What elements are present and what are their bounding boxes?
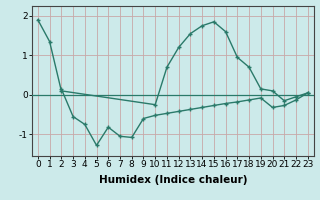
X-axis label: Humidex (Indice chaleur): Humidex (Indice chaleur)	[99, 175, 247, 185]
